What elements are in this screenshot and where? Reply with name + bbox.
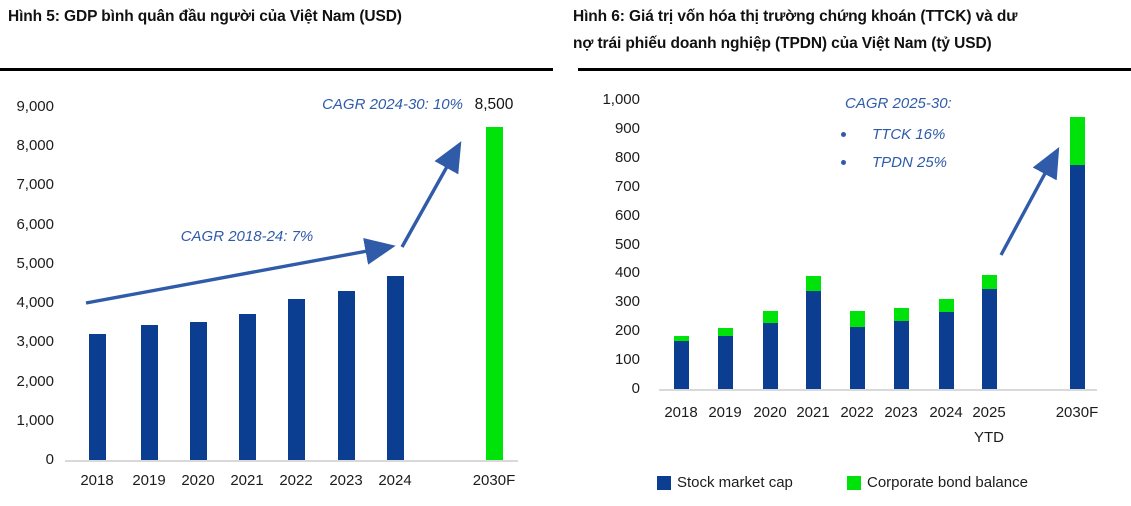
x-axis-tick-label: 2022 <box>279 472 313 489</box>
bar-segment-2023 <box>337 291 355 460</box>
bar-segment-2023 <box>893 308 909 322</box>
gdp-chart-plot: CAGR 2018-24: 7% CAGR 2024-30: 10% 8,500… <box>0 0 553 506</box>
bullet-icon <box>841 132 846 137</box>
x-axis-tick-label: 2024 <box>378 472 412 489</box>
legend-item-stock-market-cap: Stock market cap <box>657 474 793 491</box>
market-chart-panel: Hình 6: Giá trị vốn hóa thị trường chứng… <box>571 0 1131 506</box>
cagr-2025-30-annotation: CAGR 2025-30: <box>845 95 952 112</box>
y-axis-tick-label: 0 <box>45 451 54 468</box>
y-axis-tick-label: 200 <box>614 322 640 340</box>
y-axis-tick-label: 2,000 <box>16 372 54 390</box>
gdp-trend-arrows <box>85 141 462 305</box>
y-axis-tick-label: 9,000 <box>16 98 54 115</box>
gdp-chart-title: Hình 5: GDP bình quân đầu người của Việt… <box>8 8 402 25</box>
y-axis-tick-label: 900 <box>614 119 640 137</box>
y-axis-tick-label: 4,000 <box>16 294 54 312</box>
x-axis-tick-sublabel: YTD <box>974 429 1004 446</box>
title-divider <box>578 68 1131 71</box>
x-axis-tick-label: 2018 <box>80 472 114 489</box>
bar-segment-2020 <box>762 310 778 323</box>
bar-segment-2018 <box>673 341 689 389</box>
x-axis-tick-label: 2020 <box>181 472 215 489</box>
bar-segment-2019 <box>717 335 733 389</box>
gdp-2030f-data-label: 8,500 <box>474 96 514 113</box>
legend-item-corporate-bond-balance: Corporate bond balance <box>847 474 1028 491</box>
bar-segment-2022 <box>849 326 865 389</box>
bar-segment-2025 <box>981 289 997 389</box>
bar-segment-2020 <box>762 322 778 389</box>
y-axis-tick-label: 1,000 <box>602 91 640 108</box>
y-axis-tick-label: 100 <box>614 351 640 369</box>
y-axis-tick-label: 700 <box>614 177 640 195</box>
y-axis-tick-label: 400 <box>614 264 640 282</box>
x-axis-tick-label: 2023 <box>329 472 363 489</box>
x-axis-tick-label: 2019 <box>708 404 742 421</box>
bar-segment-2025 <box>981 274 997 290</box>
bar-segment-2021 <box>238 314 256 460</box>
x-axis-tick-label: 2022 <box>840 404 874 421</box>
title-divider <box>0 68 553 71</box>
x-axis-tick-label: 2019 <box>132 472 166 489</box>
x-axis-tick-label: 2025 <box>972 404 1006 421</box>
market-chart-plot: CAGR 2025-30: TTCK 16% TPDN 25% Stock ma… <box>571 0 1131 506</box>
tpdn-cagr-annotation: TPDN 25% <box>872 154 948 171</box>
stock-market-cap-swatch <box>657 475 671 490</box>
y-axis-tick-label: 500 <box>614 235 640 253</box>
bar-segment-2030F <box>485 126 503 460</box>
cagr-2024-30-annotation: CAGR 2024-30: 10% <box>322 96 463 113</box>
bar-segment-2022 <box>849 310 865 327</box>
x-axis-line <box>65 460 518 462</box>
legend-label: Corporate bond balance <box>867 474 1028 491</box>
bar-segment-2024 <box>386 275 404 460</box>
bar-segment-2021 <box>805 290 821 389</box>
x-axis-tick-label: 2021 <box>796 404 830 421</box>
bar-segment-2022 <box>287 298 305 460</box>
cagr-2025-30-arrow <box>999 147 1060 256</box>
bar-segment-2018 <box>673 335 689 342</box>
y-axis-tick-label: 3,000 <box>16 333 54 351</box>
bar-segment-2021 <box>805 276 821 291</box>
market-trend-arrow <box>999 147 1060 256</box>
x-axis-tick-label: 2020 <box>753 404 787 421</box>
bar-segment-2030F <box>1069 165 1085 389</box>
x-axis-tick-label: 2030F <box>1055 404 1099 421</box>
cagr-2024-30-arrow <box>400 141 462 248</box>
bar-segment-2018 <box>88 333 106 460</box>
bar-segment-2023 <box>893 321 909 389</box>
bar-segment-2030F <box>1069 117 1085 165</box>
market-chart-title-line2: nợ trái phiếu doanh nghiệp (TPDN) của Vi… <box>573 35 992 52</box>
corporate-bond-balance-swatch <box>847 475 861 490</box>
bar-segment-2020 <box>189 321 207 460</box>
y-axis-tick-label: 0 <box>631 380 640 397</box>
y-axis-tick-label: 600 <box>614 206 640 224</box>
bullet-icon <box>841 160 846 165</box>
gdp-chart-panel: Hình 5: GDP bình quân đầu người của Việt… <box>0 0 553 506</box>
x-axis-line <box>659 389 1097 391</box>
bar-segment-2019 <box>140 324 158 460</box>
x-axis-tick-label: 2024 <box>929 404 963 421</box>
ttck-cagr-annotation: TTCK 16% <box>872 126 946 143</box>
market-chart-title-line1: Hình 6: Giá trị vốn hóa thị trường chứng… <box>573 8 1018 25</box>
y-axis-tick-label: 7,000 <box>16 176 54 194</box>
bar-segment-2024 <box>938 299 954 313</box>
y-axis-tick-label: 1,000 <box>16 411 54 429</box>
y-axis-tick-label: 8,000 <box>16 137 54 155</box>
bar-segment-2019 <box>717 328 733 336</box>
x-axis-tick-label: 2021 <box>230 472 264 489</box>
y-axis-tick-label: 300 <box>614 293 640 311</box>
y-axis-tick-label: 6,000 <box>16 215 54 233</box>
x-axis-tick-label: 2018 <box>664 404 698 421</box>
x-axis-tick-label: 2030F <box>472 472 516 489</box>
y-axis-tick-label: 800 <box>614 148 640 166</box>
bar-segment-2024 <box>938 312 954 389</box>
legend-label: Stock market cap <box>677 474 793 491</box>
x-axis-tick-label: 2023 <box>884 404 918 421</box>
cagr-2018-24-annotation: CAGR 2018-24: 7% <box>180 228 314 245</box>
y-axis-tick-label: 5,000 <box>16 254 54 272</box>
